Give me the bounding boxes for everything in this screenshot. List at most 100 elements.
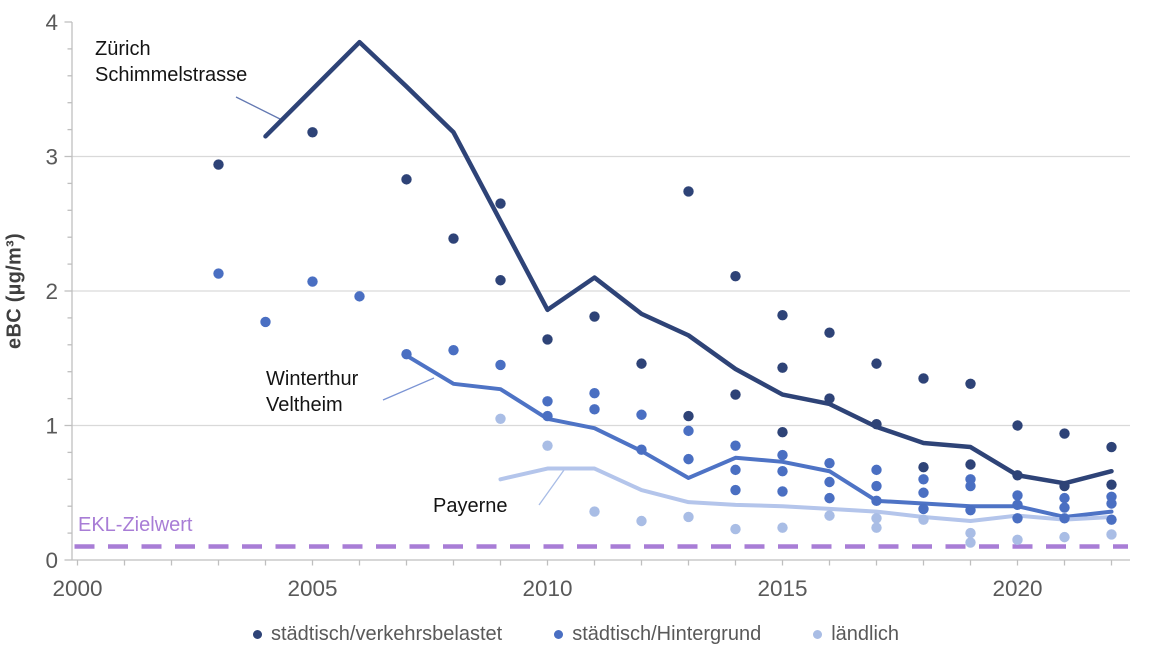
- scatter-point: [1012, 534, 1023, 546]
- scatter-point: [871, 464, 882, 476]
- scatter-point: [1106, 514, 1117, 525]
- scatter-point: [307, 127, 318, 138]
- scatter-point: [1059, 492, 1070, 504]
- scatter-point: [636, 409, 647, 420]
- scatter-point: [918, 461, 929, 473]
- scatter-point: [777, 310, 788, 321]
- annotation-line: Schimmelstrasse: [95, 64, 248, 87]
- scatter-point: [683, 186, 694, 197]
- leader-winterthur: [382, 377, 435, 401]
- scatter-point: [307, 276, 318, 287]
- scatter-point: [542, 440, 553, 451]
- scatter-point: [918, 503, 929, 515]
- y-tick-label: 4: [45, 10, 58, 35]
- scatter-point: [448, 344, 459, 356]
- legend-dot-icon: [252, 630, 262, 639]
- scatter-point: [965, 537, 976, 548]
- scatter-point: [730, 523, 741, 535]
- scatter-point: [1012, 513, 1023, 524]
- scatter-point: [495, 359, 506, 371]
- y-tick-label: 1: [45, 414, 58, 439]
- scatter-point: [1012, 470, 1023, 481]
- scatter-point: [918, 514, 929, 525]
- scatter-point: [777, 427, 788, 438]
- scatter-point: [871, 513, 882, 524]
- legend-item-staedtisch-verkehrsbelastet: städtisch/verkehrsbelastet: [252, 623, 503, 646]
- scatter-point: [495, 413, 506, 424]
- leader-payerne: [538, 469, 565, 506]
- scatter-point: [1059, 480, 1070, 492]
- scatter-point: [636, 358, 647, 369]
- scatter-point: [260, 316, 271, 328]
- scatter-point: [1059, 531, 1070, 543]
- scatter-point: [401, 174, 412, 185]
- scatter-point: [965, 527, 976, 539]
- scatter-point: [824, 492, 835, 504]
- scatter-point: [401, 349, 412, 360]
- scatter-point: [918, 487, 929, 498]
- scatter-point: [589, 311, 600, 322]
- annotation-line: Payerne: [433, 495, 508, 517]
- scatter-point: [777, 466, 788, 477]
- scatter-point: [730, 484, 741, 496]
- scatter-point: [871, 418, 882, 430]
- scatter-point: [1012, 499, 1023, 511]
- scatter-point: [918, 373, 929, 384]
- scatter-point: [824, 476, 835, 488]
- annotation-ekl-zielwert: EKL-Zielwert: [78, 514, 193, 536]
- line-z-rich-schimmelstrasse: [263, 39, 1114, 486]
- scatter-point: [683, 453, 694, 465]
- scatter-point: [730, 271, 741, 282]
- legend-label: städtisch/Hintergrund: [572, 623, 762, 645]
- scatter-point: [965, 459, 976, 470]
- legend-item-staedtisch-hintergrund: städtisch/Hintergrund: [554, 623, 761, 646]
- scatter-point: [777, 522, 788, 533]
- scatter-point: [683, 410, 694, 422]
- line-payerne: [498, 466, 1114, 523]
- scatter-point: [495, 198, 506, 209]
- x-tick-label: 2000: [52, 576, 102, 601]
- legend-label: ländlich: [831, 623, 900, 645]
- annotation-line: Winterthur: [266, 368, 359, 390]
- x-tick-label: 2010: [522, 576, 572, 601]
- scatter-point: [495, 275, 506, 286]
- scatter-point: [1012, 420, 1023, 431]
- scatter-point: [589, 506, 600, 517]
- scatter-point: [777, 449, 788, 461]
- scatter-point: [965, 378, 976, 390]
- annotation-line: Zürich: [95, 38, 151, 60]
- y-tick-label: 0: [45, 548, 58, 573]
- scatter-point: [354, 291, 365, 302]
- scatter-point: [1059, 502, 1070, 513]
- scatter-point: [1106, 529, 1117, 540]
- annotation-zurich-schimmelstrasse: Zürich Schimmelstrasse: [95, 36, 247, 89]
- scatter-point: [589, 388, 600, 399]
- scatter-point: [824, 327, 835, 338]
- scatter-point: [1059, 513, 1070, 524]
- scatter-point: [542, 396, 553, 407]
- annotation-payerne: Payerne: [433, 493, 508, 519]
- scatter-point: [871, 495, 882, 507]
- scatter-point: [730, 389, 741, 400]
- annotation-line: Veltheim: [266, 394, 343, 417]
- legend-label: städtisch/verkehrsbelastet: [270, 623, 503, 645]
- scatter-point: [1106, 479, 1117, 490]
- scatter-point: [871, 522, 882, 533]
- x-tick-label: 2005: [287, 576, 337, 601]
- scatter-point: [636, 444, 647, 455]
- scatter-point: [683, 511, 694, 523]
- scatter-point: [213, 159, 224, 170]
- scatter-point: [1012, 490, 1023, 501]
- scatter-point: [1059, 428, 1070, 439]
- scatter-point: [730, 440, 741, 451]
- scatter-point: [965, 480, 976, 492]
- scatter-point: [824, 457, 835, 469]
- legend: städtisch/verkehrsbelastet städtisch/Hin…: [0, 623, 1152, 646]
- scatter-point: [730, 464, 741, 476]
- scatter-point: [965, 505, 976, 516]
- scatter-point: [918, 474, 929, 485]
- scatter-point: [448, 233, 459, 244]
- x-tick-label: 2015: [757, 576, 807, 601]
- scatter-point: [542, 334, 553, 345]
